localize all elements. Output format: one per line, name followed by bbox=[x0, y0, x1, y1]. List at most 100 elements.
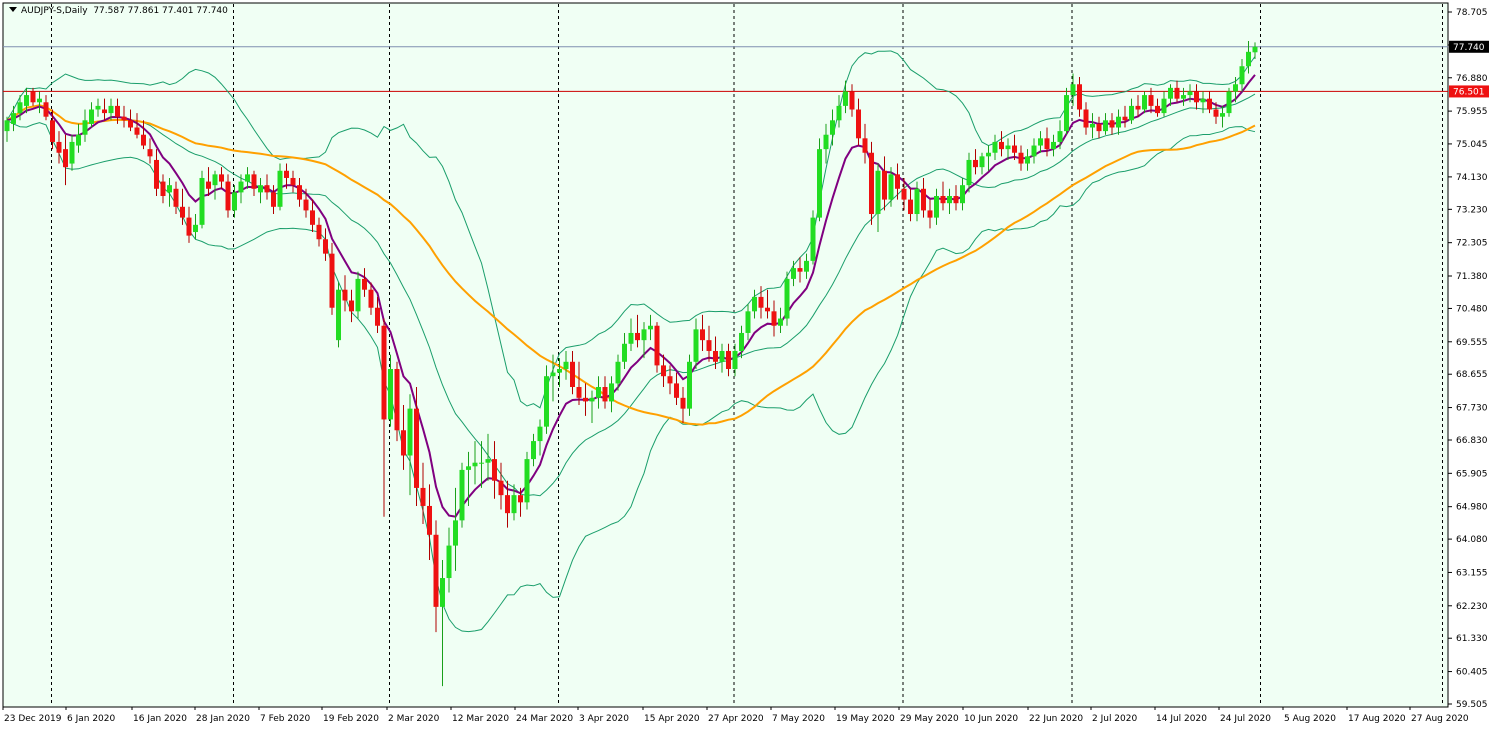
candle bbox=[745, 304, 751, 341]
candle-body bbox=[986, 152, 991, 157]
candle-body bbox=[563, 361, 569, 369]
candle-body bbox=[1174, 87, 1180, 99]
candle-body bbox=[264, 185, 270, 193]
candle bbox=[323, 228, 328, 261]
candle bbox=[940, 181, 946, 211]
candle-body bbox=[180, 206, 185, 218]
candle bbox=[888, 167, 894, 207]
candle-body bbox=[1220, 113, 1225, 117]
candle bbox=[914, 181, 920, 222]
candle bbox=[947, 188, 952, 215]
candle-body bbox=[323, 239, 328, 254]
candle-body bbox=[349, 300, 354, 312]
candle-body bbox=[804, 260, 809, 272]
candle-body bbox=[609, 383, 614, 402]
candle bbox=[1246, 41, 1251, 74]
candle-body bbox=[875, 170, 881, 215]
y-tick-label: 66.830 bbox=[1456, 436, 1488, 446]
candle bbox=[271, 185, 276, 215]
candle-body bbox=[336, 289, 341, 341]
y-tick-label: 64.980 bbox=[1456, 503, 1488, 513]
x-tick-label: 24 Mar 2020 bbox=[516, 714, 573, 724]
candle-body bbox=[310, 210, 315, 225]
candle bbox=[24, 87, 29, 114]
candle bbox=[440, 560, 445, 687]
candle-body bbox=[388, 368, 393, 420]
candle-body bbox=[765, 307, 770, 312]
candle-body bbox=[394, 368, 400, 431]
candle bbox=[1213, 102, 1219, 124]
candle-body bbox=[531, 441, 536, 460]
candle-body bbox=[1012, 145, 1017, 153]
x-tick-label: 7 May 2020 bbox=[772, 714, 825, 724]
candle-body bbox=[849, 91, 855, 110]
candle bbox=[498, 462, 504, 510]
candle-body bbox=[843, 91, 848, 106]
candle bbox=[1064, 87, 1069, 135]
level-label-box bbox=[1449, 85, 1489, 98]
candle bbox=[336, 282, 341, 348]
candle bbox=[518, 487, 523, 517]
candle-body bbox=[290, 177, 296, 186]
candle bbox=[544, 365, 549, 434]
candle bbox=[1031, 138, 1037, 164]
candle-body bbox=[791, 268, 796, 279]
candle bbox=[602, 376, 608, 409]
candle-body bbox=[882, 170, 887, 200]
candle-body bbox=[329, 253, 335, 308]
candle-body bbox=[4, 120, 10, 132]
candle-body bbox=[1181, 95, 1186, 99]
candle bbox=[628, 318, 634, 351]
candle bbox=[310, 199, 315, 233]
candle-body bbox=[492, 459, 497, 481]
candle bbox=[388, 354, 393, 427]
candle-body bbox=[1122, 116, 1128, 121]
candle bbox=[193, 214, 198, 240]
moving-average-slow-line bbox=[6, 104, 1256, 426]
candle bbox=[459, 462, 465, 528]
candle-body bbox=[953, 195, 959, 204]
candle bbox=[167, 177, 172, 207]
dropdown-triangle-icon[interactable] bbox=[9, 7, 17, 12]
candle bbox=[11, 105, 16, 132]
candle-body bbox=[173, 188, 179, 207]
x-tick-label: 28 Jan 2020 bbox=[196, 714, 250, 724]
candle-body bbox=[368, 289, 374, 308]
candle bbox=[778, 307, 783, 333]
candle-body bbox=[1116, 116, 1121, 128]
y-tick-label: 72.305 bbox=[1456, 239, 1488, 249]
horizontal-lines bbox=[3, 46, 1448, 92]
candle-body bbox=[1096, 123, 1102, 132]
candle bbox=[609, 376, 614, 413]
candle bbox=[648, 314, 653, 341]
x-tick-label: 2 Mar 2020 bbox=[388, 714, 440, 724]
candle bbox=[1090, 113, 1095, 139]
candle bbox=[1181, 87, 1186, 106]
x-tick-label: 24 Jul 2020 bbox=[1220, 714, 1271, 724]
candle bbox=[342, 275, 348, 312]
candle-body bbox=[557, 368, 562, 373]
candle bbox=[1038, 131, 1043, 153]
candle bbox=[882, 156, 887, 211]
candle bbox=[992, 134, 998, 160]
candle bbox=[115, 98, 120, 124]
candle bbox=[804, 253, 809, 279]
candle-body bbox=[914, 188, 920, 215]
candle bbox=[492, 441, 497, 499]
candle-body bbox=[596, 387, 601, 398]
candle-body bbox=[258, 185, 263, 193]
candle bbox=[752, 289, 757, 319]
candle bbox=[1018, 145, 1024, 171]
candle-body bbox=[602, 387, 608, 402]
candle-body bbox=[1168, 87, 1173, 99]
candle bbox=[1187, 84, 1193, 103]
candle-body bbox=[778, 318, 783, 326]
candle-body bbox=[589, 397, 595, 402]
candle-body bbox=[89, 109, 94, 124]
candle-body bbox=[1252, 46, 1258, 53]
candle bbox=[849, 84, 855, 117]
candle bbox=[95, 98, 101, 117]
candle-body bbox=[1142, 95, 1147, 110]
candle bbox=[784, 271, 790, 326]
candle bbox=[641, 322, 647, 359]
